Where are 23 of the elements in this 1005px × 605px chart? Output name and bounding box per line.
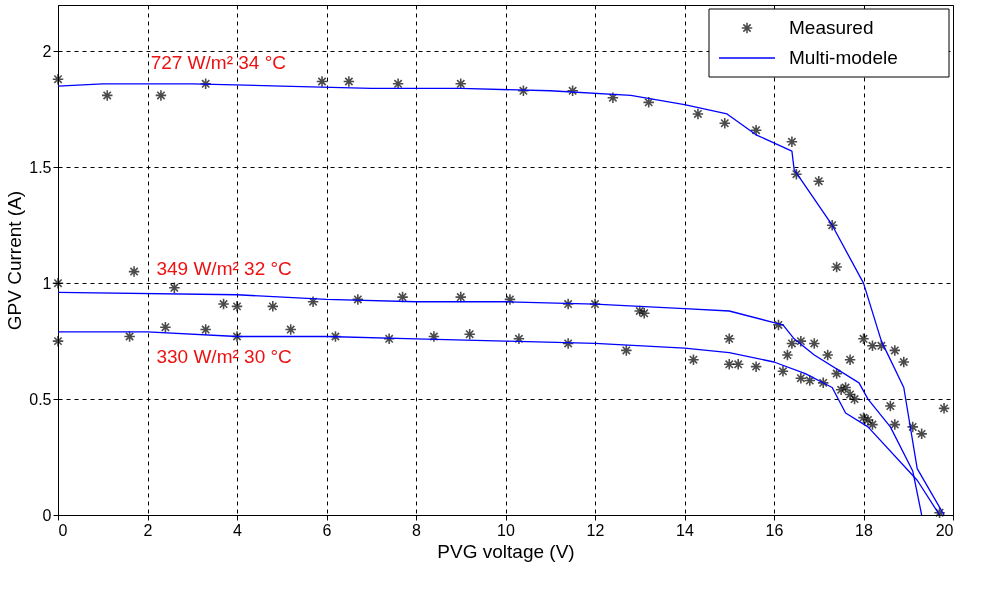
x-tick-label: 8 <box>412 521 422 539</box>
annotation: 330 W/m² 30 °C <box>156 346 292 368</box>
x-axis-title: PVG voltage (V) <box>437 540 575 562</box>
x-tick-label: 4 <box>233 521 243 539</box>
annotation: 727 W/m² 34 °C <box>150 51 286 73</box>
x-tick-label: 16 <box>765 521 784 539</box>
y-tick-label: 1.5 <box>29 158 52 176</box>
legend-label: Multi-modele <box>789 47 898 68</box>
legend-label: Measured <box>789 17 874 38</box>
y-tick-label: 2 <box>42 42 52 60</box>
y-tick-label: 0 <box>42 506 52 524</box>
x-tick-label: 18 <box>855 521 873 539</box>
x-tick-label: 20 <box>935 521 954 539</box>
y-axis-title: GPV Current (A) <box>4 190 26 331</box>
x-tick-label: 12 <box>586 521 605 539</box>
x-tick-label: 14 <box>676 521 694 539</box>
y-tick-label: 0.5 <box>29 390 52 408</box>
annotation: 349 W/m² 32 °C <box>156 258 292 280</box>
x-tick-label: 0 <box>58 521 68 539</box>
y-tick-label: 1 <box>42 274 52 292</box>
x-tick-label: 10 <box>497 521 515 539</box>
x-tick-label: 2 <box>143 521 153 539</box>
x-tick-label: 6 <box>322 521 332 539</box>
